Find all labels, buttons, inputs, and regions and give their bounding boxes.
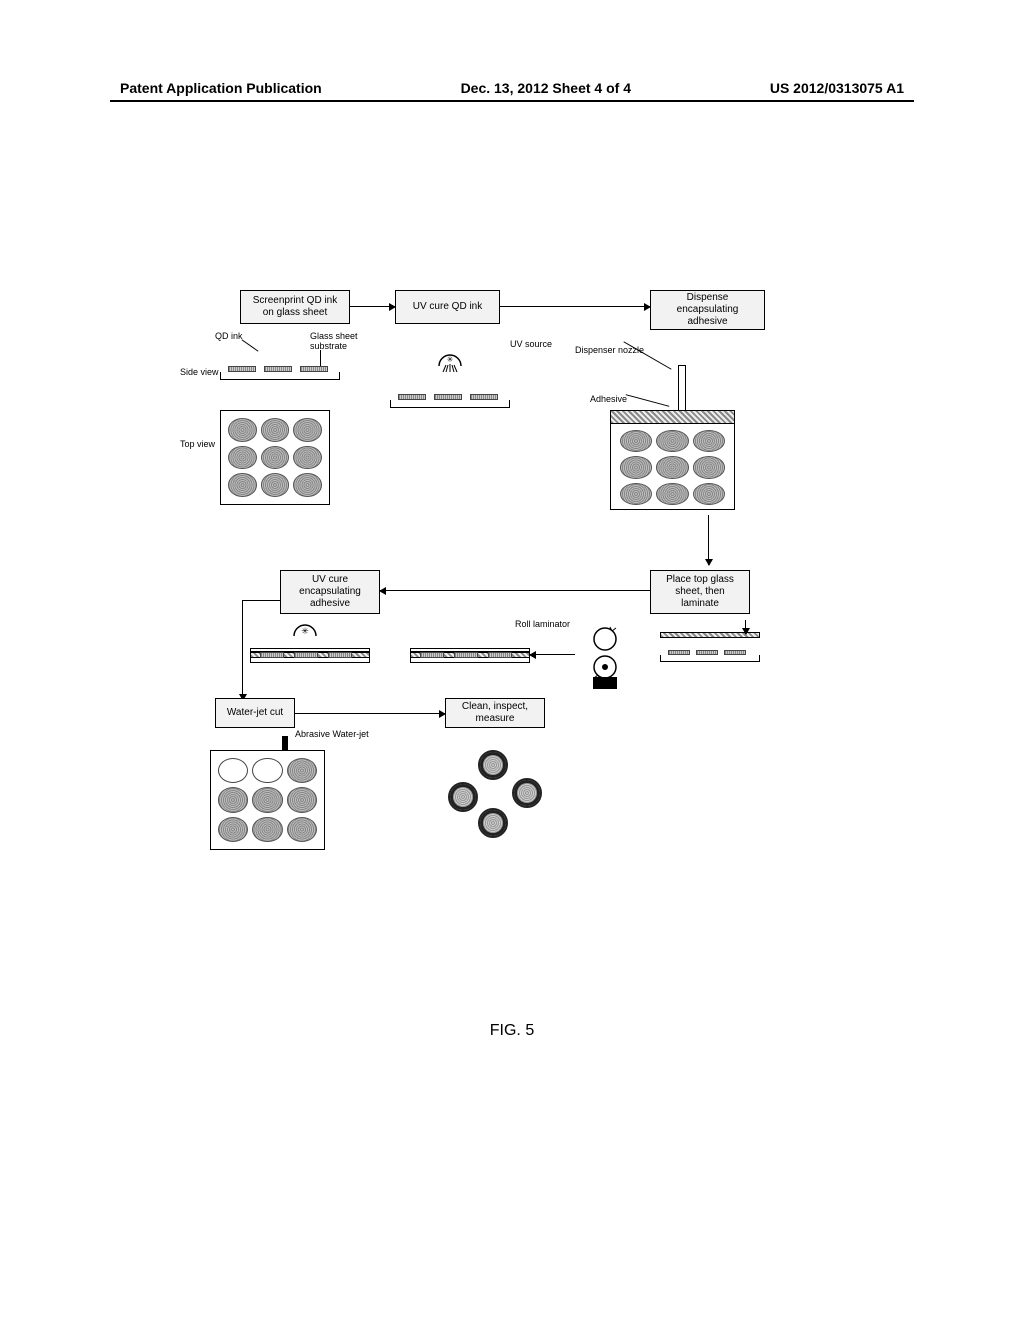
- qd-circle: [693, 456, 725, 478]
- s4-qd3: [724, 650, 746, 655]
- qd-circle: [287, 817, 317, 842]
- qd-circle: [656, 456, 688, 478]
- qd-circle: [693, 483, 725, 505]
- qd-circle: [287, 787, 317, 812]
- arrow-5-6-h: [242, 600, 280, 601]
- step-waterjet-cut: Water-jet cut: [215, 698, 295, 728]
- label-uv-source: UV source: [510, 340, 552, 350]
- result-circle: [512, 778, 542, 808]
- s1-side-qd2: [264, 366, 292, 372]
- step-uv-cure-adhesive: UV cure encapsulating adhesive: [280, 570, 380, 614]
- qd-circle: [228, 446, 257, 470]
- qd-circle: [228, 473, 257, 497]
- s1-side-qd1: [228, 366, 256, 372]
- figure-caption: FIG. 5: [0, 1022, 1024, 1040]
- s1-side-qd3: [300, 366, 328, 372]
- qd-circle: [620, 430, 652, 452]
- label-glass-substrate: Glass sheet substrate: [310, 332, 370, 352]
- qd-circle: [693, 430, 725, 452]
- qd-circle: [287, 758, 317, 783]
- s4-bottom-glass: [660, 655, 760, 662]
- result-circle: [478, 808, 508, 838]
- step-uv-cure-ink: UV cure QD ink: [395, 290, 500, 324]
- arrow-5-6-v: [242, 600, 243, 700]
- svg-text:✳: ✳: [301, 626, 309, 636]
- laminated-cross-2: [250, 648, 370, 662]
- label-side-view: Side view: [180, 368, 219, 378]
- header-center: Dec. 13, 2012 Sheet 4 of 4: [461, 80, 631, 96]
- qd-circle: [261, 418, 290, 442]
- label-roll-laminator: Roll laminator: [515, 620, 570, 630]
- qd-circle: [620, 483, 652, 505]
- result-circle: [478, 750, 508, 780]
- laminated-cross-1: [410, 648, 530, 662]
- qd-circle: [261, 473, 290, 497]
- pointer-adhesive: [626, 394, 670, 407]
- uv-source-icon-2: ✳: [290, 620, 320, 646]
- qd-circle: [218, 787, 248, 812]
- result-circle: [448, 782, 478, 812]
- final-result-group: [440, 750, 560, 850]
- s4-down-arrow: [745, 620, 746, 634]
- cut-circle: [252, 758, 282, 783]
- step-screenprint: Screenprint QD ink on glass sheet: [240, 290, 350, 324]
- s2-qd2: [434, 394, 462, 400]
- qd-circle: [252, 817, 282, 842]
- s3-circle-grid: [620, 430, 725, 505]
- s1-circle-grid: [228, 418, 322, 497]
- s3-adhesive-band: [610, 410, 735, 424]
- step-dispense-adhesive: Dispense encapsulating adhesive: [650, 290, 765, 330]
- roll-laminator-icon: [575, 625, 635, 690]
- label-qd-ink: QD ink: [215, 332, 243, 342]
- qd-circle: [293, 446, 322, 470]
- header-right: US 2012/0313075 A1: [770, 80, 904, 96]
- s1-side-substrate: [220, 372, 340, 380]
- page-header: Patent Application Publication Dec. 13, …: [0, 80, 1024, 96]
- s2-qd1: [398, 394, 426, 400]
- arrow-into-laminator: [530, 654, 575, 655]
- arrow-4-5: [380, 590, 650, 591]
- qd-circle: [261, 446, 290, 470]
- qd-circle: [228, 418, 257, 442]
- qd-circle: [620, 456, 652, 478]
- arrow-6-7: [295, 713, 445, 714]
- step-place-top-glass: Place top glass sheet, then laminate: [650, 570, 750, 614]
- header-left: Patent Application Publication: [120, 80, 322, 96]
- s2-side-substrate: [390, 400, 510, 408]
- label-abrasive-waterjet: Abrasive Water-jet: [295, 730, 369, 740]
- s4-qd2: [696, 650, 718, 655]
- qd-circle: [656, 430, 688, 452]
- qd-circle: [656, 483, 688, 505]
- arrow-3-4: [708, 515, 709, 565]
- dispenser-nozzle: [678, 365, 686, 415]
- uv-source-icon-1: ✳: [435, 350, 465, 378]
- s4-qd1: [668, 650, 690, 655]
- pointer-qd-ink: [242, 339, 259, 351]
- arrow-1-2: [350, 306, 395, 307]
- step-clean-inspect: Clean, inspect, measure: [445, 698, 545, 728]
- qd-circle: [293, 418, 322, 442]
- svg-text:✳: ✳: [447, 355, 454, 364]
- qd-circle: [293, 473, 322, 497]
- qd-circle: [218, 817, 248, 842]
- label-adhesive: Adhesive: [590, 395, 627, 405]
- s2-qd3: [470, 394, 498, 400]
- cut-circle: [218, 758, 248, 783]
- qd-circle: [252, 787, 282, 812]
- label-top-view: Top view: [180, 440, 215, 450]
- arrow-2-3: [500, 306, 650, 307]
- s6-circle-grid: [218, 758, 317, 842]
- header-rule: [110, 100, 914, 102]
